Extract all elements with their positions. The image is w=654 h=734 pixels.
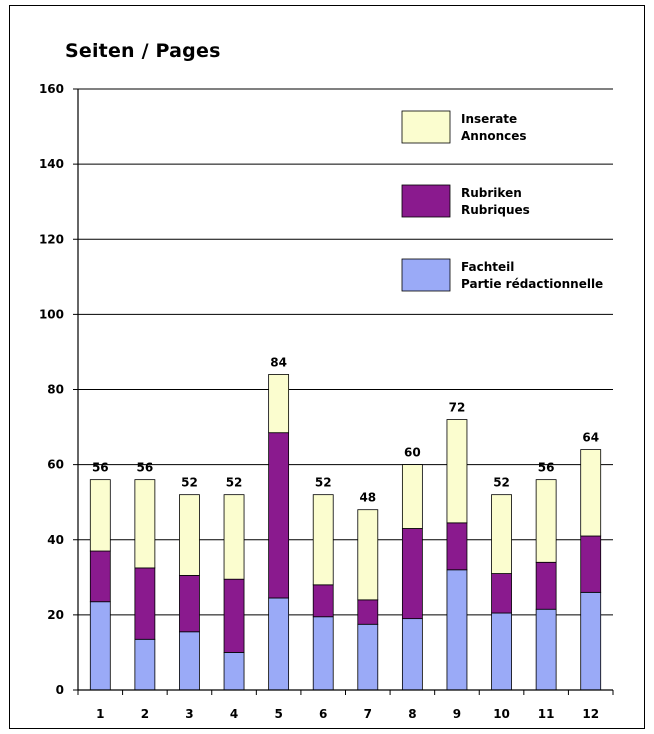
x-tick-label: 5: [274, 707, 282, 721]
legend-swatch: [401, 110, 451, 144]
x-tick-label: 2: [141, 707, 149, 721]
bar-total-label: 84: [270, 355, 287, 369]
chart-title: Seiten / Pages: [65, 40, 221, 62]
bar-total-label: 52: [181, 476, 198, 490]
bar-segment: [134, 567, 156, 640]
x-tick-label: 3: [185, 707, 193, 721]
bar-segment: [580, 449, 602, 537]
legend-label: Partie rédactionnelle: [461, 277, 603, 291]
bar-total-labels: 56 56 52 52 84 52 48 60 72 52 56 64: [92, 355, 599, 504]
bar-segment: [491, 494, 512, 574]
x-tick-label: 1: [96, 707, 104, 721]
bar-total-label: 72: [449, 401, 466, 415]
legend-label: Fachteil: [461, 260, 514, 274]
bar-segment: [580, 591, 602, 691]
y-tick-label: 0: [56, 683, 64, 697]
legend-label: Rubriken: [461, 186, 522, 200]
bar-total-label: 64: [582, 431, 599, 445]
x-tick-label: 8: [408, 707, 416, 721]
bar-total-label: 56: [137, 461, 154, 475]
bar-segment: [535, 479, 557, 563]
bar-segment: [491, 612, 512, 691]
y-tick-label: 100: [39, 307, 64, 321]
bar-segment: [535, 561, 557, 610]
legend-swatch: [401, 258, 451, 292]
legend-label: Annonces: [461, 129, 527, 143]
x-axis-ticks: 1 2 3 4 5 6 7 8 9 10 11 12: [77, 690, 614, 721]
y-tick-label: 20: [47, 608, 64, 622]
bar-segment: [312, 494, 334, 586]
x-tick-label: 7: [364, 707, 372, 721]
bar-segment: [268, 432, 290, 599]
bar-total-label: 48: [359, 491, 376, 505]
bar-segment: [535, 608, 557, 691]
bar-segment: [268, 374, 290, 434]
bar-segment: [134, 479, 156, 569]
legend-label: Inserate: [461, 112, 517, 126]
bar-segment: [401, 528, 423, 620]
bar-segment: [446, 569, 468, 691]
x-tick-label: 6: [319, 707, 327, 721]
bar-segment: [312, 584, 334, 618]
bar-segment: [357, 599, 379, 625]
y-tick-label: 80: [47, 383, 64, 397]
bar-total-label: 56: [92, 461, 109, 475]
x-tick-label: 12: [582, 707, 599, 721]
bar-segment: [491, 573, 512, 614]
bar-total-label: 52: [226, 476, 243, 490]
y-tick-label: 160: [39, 82, 64, 96]
bar-segment: [312, 616, 334, 691]
bar-segment: [89, 479, 111, 552]
gridlines: [78, 88, 613, 616]
legend-label: Rubriques: [461, 203, 530, 217]
bar-segment: [357, 623, 379, 691]
y-tick-label: 140: [39, 157, 64, 171]
bar-segment: [268, 597, 290, 691]
y-tick-label: 120: [39, 232, 64, 246]
bar-total-label: 52: [493, 476, 510, 490]
bar-segment: [223, 494, 245, 580]
y-axis-ticks: 0 20 40 60 80 100 120 140 160: [39, 82, 78, 697]
bar-segment: [357, 509, 379, 601]
x-tick-label: 4: [230, 707, 238, 721]
bar-segment: [401, 464, 423, 529]
bar-segment: [446, 419, 468, 524]
bar-total-label: 56: [538, 461, 555, 475]
bars: [89, 374, 602, 691]
y-tick-label: 40: [47, 533, 64, 547]
bar-segment: [401, 618, 423, 691]
bar-segment: [580, 535, 602, 593]
legend-swatch: [401, 184, 451, 218]
bar-segment: [179, 494, 200, 576]
bar-total-label: 60: [404, 446, 421, 460]
bar-segment: [89, 550, 111, 603]
x-tick-label: 9: [453, 707, 461, 721]
bar-segment: [179, 575, 200, 633]
legend: Inserate Annonces Rubriken Rubriques Fachtei…: [401, 110, 603, 292]
x-tick-label: 10: [493, 707, 510, 721]
bar-segment: [179, 631, 200, 691]
y-tick-label: 60: [47, 458, 64, 472]
bar-segment: [134, 638, 156, 691]
bar-segment: [89, 601, 111, 691]
bar-total-label: 52: [315, 476, 332, 490]
bar-segment: [446, 522, 468, 571]
bar-segment: [223, 578, 245, 653]
bar-segment: [223, 652, 245, 691]
x-tick-label: 11: [538, 707, 555, 721]
